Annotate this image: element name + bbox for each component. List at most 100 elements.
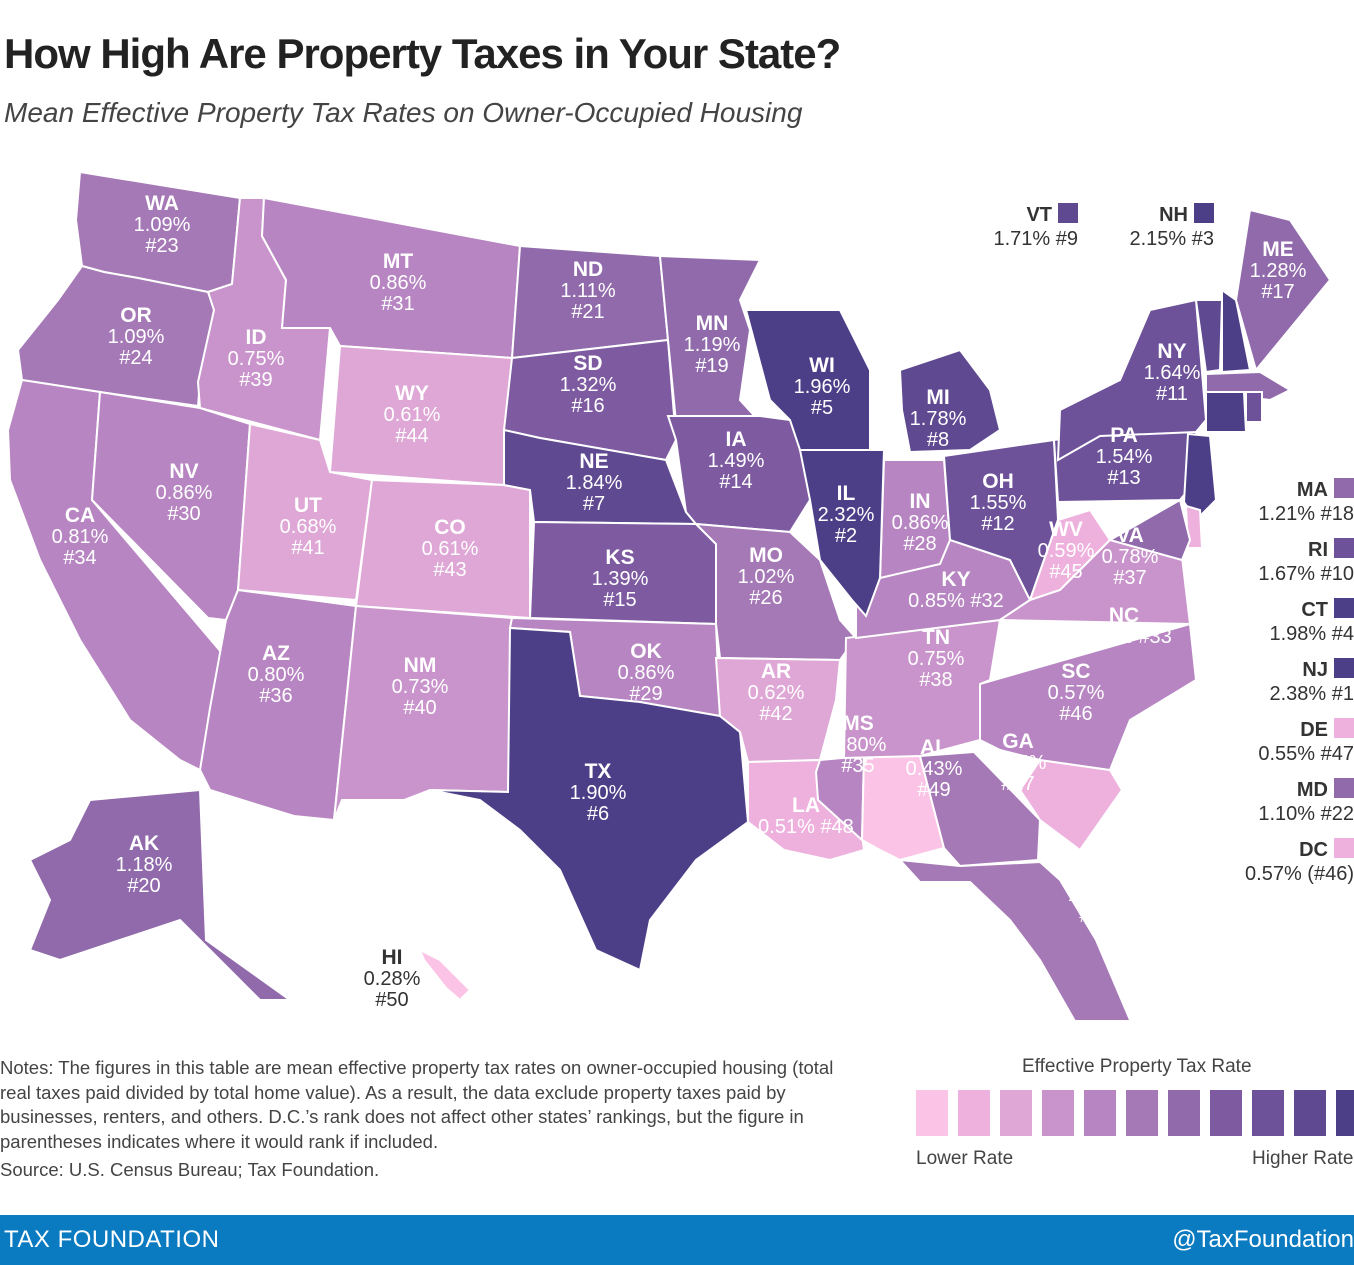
- state-rate-ar: 0.62%: [748, 682, 805, 704]
- small-state-abbr: CT: [1301, 599, 1328, 621]
- legend-swatch-11: [1336, 1090, 1354, 1136]
- small-state-value: 1.21% #18: [1258, 503, 1354, 525]
- state-rank-ak: #20: [127, 875, 160, 897]
- state-rate-ca: 0.81%: [52, 526, 109, 548]
- footer-bar: TAX FOUNDATION @TaxFoundation: [0, 1215, 1354, 1265]
- state-rank-me: #17: [1261, 281, 1294, 303]
- state-rate-mi: 1.78%: [910, 408, 967, 430]
- small-state-abbr: RI: [1308, 539, 1328, 561]
- state-rate-pa: 1.54%: [1096, 446, 1153, 468]
- state-shape-fl: [897, 858, 1132, 1020]
- state-rank-ms: #35: [841, 755, 874, 777]
- state-rate-ms: 0.80%: [830, 734, 887, 756]
- small-state-swatch: [1334, 538, 1354, 558]
- state-rate-wy: 0.61%: [384, 404, 441, 426]
- state-rank-fl: #25: [1079, 905, 1112, 927]
- small-state-swatch: [1334, 718, 1354, 738]
- legend-swatch-10: [1294, 1090, 1326, 1136]
- state-rate-nv: 0.86%: [156, 482, 213, 504]
- small-state-de: DE 0.55% #47: [1258, 718, 1354, 766]
- state-rank-nd: #21: [571, 301, 604, 323]
- state-abbr-la: LA: [792, 794, 820, 817]
- state-shape-me: [1234, 208, 1332, 373]
- small-state-value: 1.10% #22: [1258, 803, 1354, 825]
- state-rate-tn: 0.75%: [908, 648, 965, 670]
- state-abbr-ca: CA: [65, 504, 95, 527]
- legend-swatch-3: [1000, 1090, 1032, 1136]
- state-rank-in: #28: [903, 533, 936, 555]
- state-shape-ak: [28, 788, 294, 1001]
- small-state-swatch: [1194, 203, 1214, 223]
- state-abbr-nc: NC: [1109, 604, 1139, 627]
- state-rate-ks: 1.39%: [592, 568, 649, 590]
- state-abbr-nd: ND: [573, 258, 603, 281]
- state-rank-va: #37: [1113, 567, 1146, 589]
- legend-swatch-4: [1042, 1090, 1074, 1136]
- state-rate-ut: 0.68%: [280, 516, 337, 538]
- state-shape-ri: [1245, 391, 1263, 423]
- small-state-abbr: MD: [1296, 779, 1328, 801]
- state-rate-ga: 0.95%: [990, 752, 1047, 774]
- state-rate-al: 0.43%: [906, 758, 963, 780]
- state-abbr-co: CO: [434, 516, 466, 539]
- state-abbr-mi: MI: [926, 386, 949, 409]
- state-rank-hi: #50: [375, 989, 408, 1011]
- state-rank-ks: #15: [603, 589, 636, 611]
- state-abbr-wy: WY: [395, 382, 429, 405]
- state-rank-ga: #27: [1001, 773, 1034, 795]
- state-rate-me: 1.28%: [1250, 260, 1307, 282]
- state-rank-co: #43: [433, 559, 466, 581]
- state-rate-in: 0.86%: [892, 512, 949, 534]
- legend-swatch-5: [1084, 1090, 1116, 1136]
- small-state-abbr: DC: [1299, 839, 1328, 861]
- small-state-abbr: NH: [1159, 204, 1188, 226]
- state-rate-fl: 1.06%: [1068, 884, 1125, 906]
- state-abbr-in: IN: [910, 490, 931, 513]
- state-abbr-ky: KY: [941, 568, 970, 591]
- color-legend: [916, 1090, 1354, 1136]
- small-state-md: MD 1.10% #22: [1258, 778, 1354, 826]
- state-rate-co: 0.61%: [422, 538, 479, 560]
- small-state-swatch: [1334, 598, 1354, 618]
- state-abbr-pa: PA: [1110, 424, 1138, 447]
- us-state-map: WA1.09%#23OR1.09%#24CA0.81%#34ID0.75%#39…: [6, 170, 1332, 1020]
- state-rate-sc: 0.57%: [1048, 682, 1105, 704]
- state-shape-tn: [842, 618, 1002, 760]
- state-rate-ia: 1.49%: [708, 450, 765, 472]
- footer-handle: @TaxFoundation: [1172, 1226, 1354, 1253]
- page-subtitle: Mean Effective Property Tax Rates on Own…: [4, 97, 803, 128]
- state-abbr-oh: OH: [982, 470, 1014, 493]
- state-abbr-sd: SD: [573, 352, 602, 375]
- state-shape-co: [354, 478, 531, 620]
- state-rate-tx: 1.90%: [570, 782, 627, 804]
- small-state-vt: VT 1.71% #9: [993, 203, 1078, 251]
- state-rate-nm: 0.73%: [392, 676, 449, 698]
- state-rank-or: #24: [119, 347, 152, 369]
- state-abbr-ms: MS: [842, 712, 874, 735]
- state-abbr-wa: WA: [145, 192, 179, 215]
- small-state-value: 1.98% #4: [1269, 623, 1354, 645]
- legend-low-label: Lower Rate: [916, 1148, 1014, 1169]
- state-abbr-il: IL: [837, 482, 856, 505]
- small-state-value: 0.57% (#46): [1245, 863, 1354, 885]
- state-rate-or: 1.09%: [108, 326, 165, 348]
- state-abbr-wi: WI: [809, 354, 835, 377]
- state-shape-mn: [658, 254, 763, 423]
- state-rank-wv: #45: [1049, 561, 1082, 583]
- state-rank-sc: #46: [1059, 703, 1092, 725]
- state-rank-az: #36: [259, 685, 292, 707]
- state-rate-va: 0.78%: [1102, 546, 1159, 568]
- state-rank-nm: #40: [403, 697, 436, 719]
- small-state-nj: NJ 2.38% #1: [1269, 658, 1354, 706]
- state-abbr-nm: NM: [404, 654, 437, 677]
- state-rank-wa: #23: [145, 235, 178, 257]
- state-rate-nc: 0.85% #33: [1076, 626, 1172, 648]
- state-shape-mi: [898, 348, 1002, 454]
- state-abbr-ia: IA: [726, 428, 747, 451]
- state-abbr-tn: TN: [922, 626, 950, 649]
- state-abbr-tx: TX: [585, 760, 612, 783]
- small-state-swatch: [1334, 838, 1354, 858]
- state-abbr-mn: MN: [696, 312, 729, 335]
- state-rank-mn: #19: [695, 355, 728, 377]
- small-state-nh: NH 2.15% #3: [1129, 203, 1214, 251]
